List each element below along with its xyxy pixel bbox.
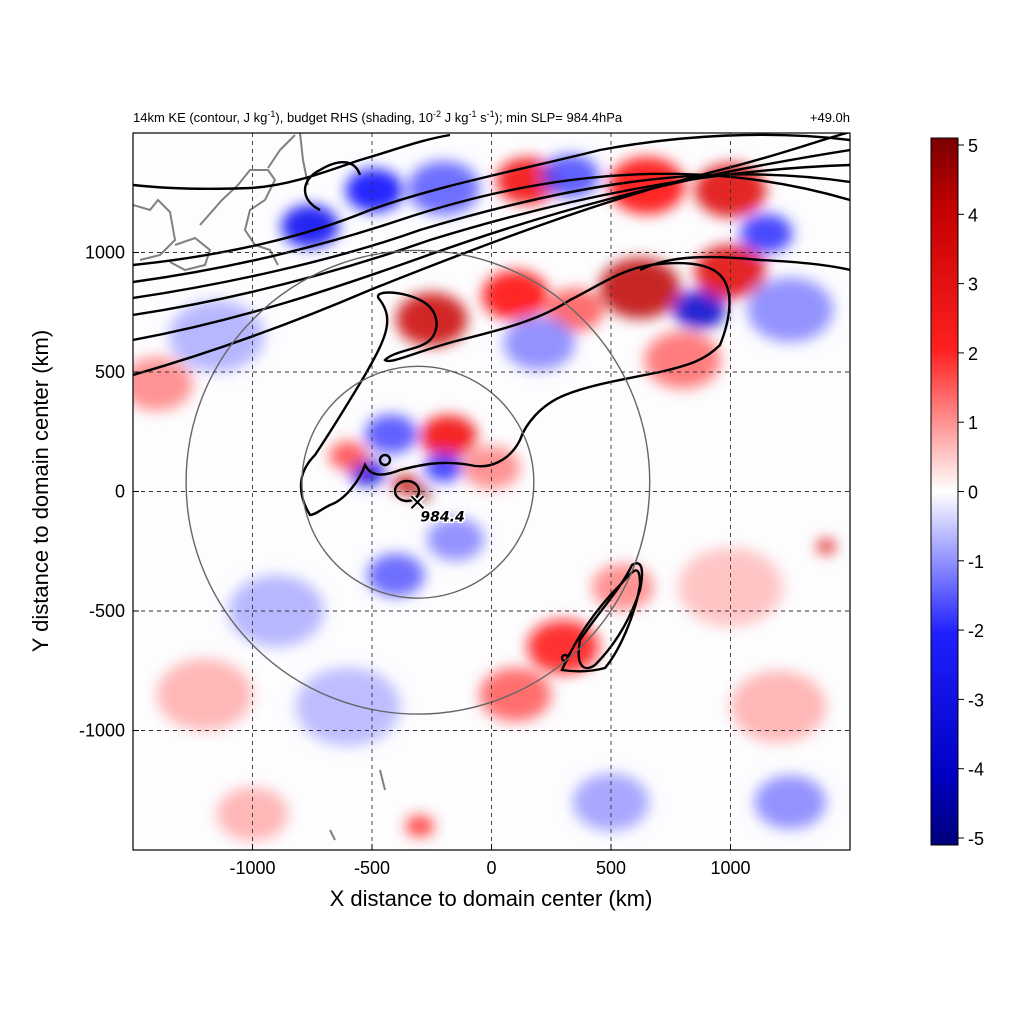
shading-cell [740,213,793,254]
min-slp-label: 984.4 [420,509,464,525]
shading-cell [503,316,576,371]
colorbar-ticks: 5 4 3 2 1 0 -1 -2 -3 -4 -5 [958,136,984,849]
y-axis-title: Y distance to domain center (km) [28,330,53,652]
colorbar-tick-label: -2 [968,621,984,641]
y-tick-label: 0 [115,482,125,502]
y-tick-label: 1000 [85,243,125,263]
colorbar-tick-label: 3 [968,275,978,295]
shading-cell [730,670,827,743]
shading-cell [281,204,339,248]
plot-area: 984.4 [132,132,851,851]
shading-cell [816,539,836,554]
shading-cell [677,547,784,627]
shading-cell [747,277,834,343]
shading-cell [496,157,559,205]
y-tick-label: 500 [95,362,125,382]
shading-cell [168,300,265,372]
range-ring [301,365,535,599]
shading-cell [608,156,686,215]
shading-cell [424,453,463,482]
x-axis-title: X distance to domain center (km) [330,886,653,911]
shading-cell [419,415,478,459]
x-tick-label: 0 [486,858,496,878]
shading-cell [479,667,552,722]
shading-cell [328,441,368,470]
range-ring [185,249,651,715]
colorbar-tick-label: 0 [968,483,978,503]
shading-cell [133,357,193,411]
shading-cell [228,575,325,647]
range-rings [185,249,651,715]
x-axis-ticks: -1000 -500 0 500 1000 [229,844,751,878]
colorbar-tick-label: 5 [968,136,978,156]
y-tick-label: -500 [89,601,125,621]
colorbar-tick-label: -1 [968,552,984,572]
x-tick-label: 1000 [710,858,750,878]
shading-cell [541,154,600,198]
shading-cell [392,474,419,495]
shading-cell [405,815,435,837]
colorbar-tick-label: 1 [968,413,978,433]
forecast-hour-label: +49.0h [810,110,850,125]
colorbar-tick-label: -5 [968,829,984,849]
shading-cell [591,563,655,611]
colorbar-tick-label: 4 [968,205,978,225]
ke-contours [133,133,850,673]
shading-cell [367,553,425,597]
storm-center-x [410,495,425,509]
shading-cell [754,775,827,830]
colorbar-tick-label: -4 [968,760,984,780]
shading-cell [644,331,721,389]
shading-cell [345,168,404,212]
colorbar: 5 4 3 2 1 0 -1 -2 -3 -4 -5 [930,136,984,849]
x-tick-label: 500 [596,858,626,878]
shading-cell [572,773,650,831]
shading-cell [426,517,485,561]
shading-cell [295,667,401,747]
colorbar-tick-label: -3 [968,690,984,710]
shading-cell [364,414,418,454]
y-tick-label: -1000 [79,721,125,741]
x-tick-label: -500 [354,858,390,878]
colorbar-tick-label: 2 [968,344,978,364]
shading-cell [481,270,549,321]
y-axis-ticks: -1000 -500 0 500 1000 [79,243,139,741]
shading-cell [156,658,253,731]
shading-cell [395,292,468,347]
shading-cell [673,290,726,330]
chart-title: 14km KE (contour, J kg-1), budget RHS (s… [133,109,623,125]
x-tick-label: -1000 [229,858,275,878]
storm-center-marker: 984.4 [409,494,466,527]
colorbar-gradient [930,137,959,846]
